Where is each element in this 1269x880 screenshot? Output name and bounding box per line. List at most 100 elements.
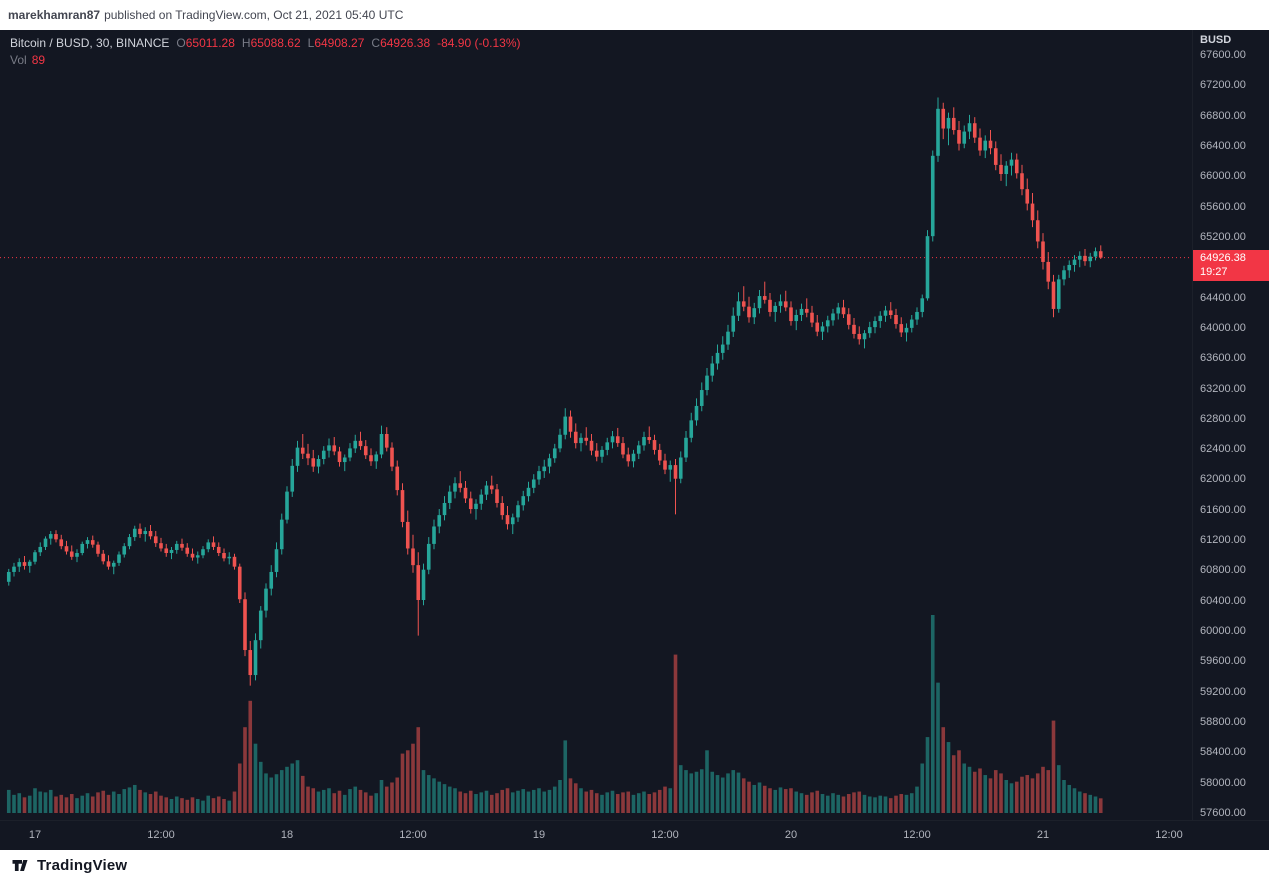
candle-body	[862, 333, 867, 340]
candle-body	[395, 466, 400, 491]
volume-bar	[421, 770, 426, 813]
candle-body	[332, 445, 337, 452]
candle-body	[563, 416, 568, 435]
candle-body	[867, 327, 872, 334]
volume-bar	[1004, 780, 1009, 813]
candle-body	[295, 447, 300, 466]
time-tick-label: 19	[532, 829, 546, 841]
volume-bar	[999, 773, 1003, 813]
volume-bar	[516, 790, 520, 814]
volume-bar	[636, 793, 641, 813]
volume-bar	[678, 765, 683, 813]
volume-bar	[143, 792, 148, 814]
volume-bar	[243, 727, 247, 813]
volume-bar	[479, 792, 484, 814]
candle-body	[925, 236, 930, 299]
candle-body	[153, 536, 158, 544]
candle-body	[122, 546, 127, 555]
volume-bar	[1056, 765, 1061, 813]
snapshot-header: marekhamran87 published on TradingView.c…	[0, 0, 1269, 30]
volume-bar	[983, 775, 988, 813]
candle-body	[33, 552, 37, 562]
volume-bar	[474, 794, 478, 813]
volume-bar	[542, 791, 547, 813]
volume-bar	[831, 793, 835, 813]
volume-bar	[521, 789, 526, 814]
volume-bar	[794, 791, 799, 813]
chart-canvas[interactable]	[0, 30, 1269, 850]
volume-bar	[248, 700, 253, 813]
volume-bar	[778, 787, 783, 813]
candle-body	[390, 447, 394, 467]
candle-body	[379, 434, 384, 455]
volume-bar	[6, 789, 11, 813]
candle-body	[547, 458, 552, 467]
candle-body	[80, 543, 85, 554]
volume-bar	[1072, 788, 1077, 813]
volume-bar	[295, 760, 300, 813]
candle-body	[589, 440, 594, 451]
candle-body	[22, 562, 27, 566]
volume-bar	[369, 795, 373, 813]
candle-body	[54, 534, 58, 540]
open-value: 65011.28	[185, 36, 235, 50]
candle-body	[715, 352, 720, 364]
candle-body	[899, 324, 904, 333]
candle-body	[873, 321, 877, 328]
candle-body	[300, 447, 305, 454]
volume-bar	[22, 797, 27, 813]
price-tick-label: 67600.00	[1200, 49, 1246, 61]
price-tick-label: 58400.00	[1200, 746, 1246, 759]
volume-bar	[820, 794, 825, 813]
time-axis[interactable]: 17 12:00 18 12:00 19 12:00 20 12:00 21 12:00	[0, 820, 1269, 850]
volume-bar	[783, 789, 788, 814]
volume-bar	[96, 792, 100, 814]
candle-body	[831, 313, 835, 321]
price-tick-label: 57600.00	[1200, 807, 1246, 819]
volume-bar	[384, 786, 389, 813]
candle-body	[558, 434, 562, 449]
price-tick-label: 67200.00	[1200, 79, 1246, 92]
symbol-title[interactable]: Bitcoin / BUSD, 30, BINANCE	[10, 36, 170, 50]
candle-body	[96, 544, 100, 554]
candle-body	[841, 307, 846, 315]
volume-bar	[993, 770, 998, 813]
tradingview-wordmark[interactable]: TradingView	[37, 856, 128, 874]
candle-body	[75, 553, 79, 557]
candle-body	[789, 307, 793, 322]
volume-bar	[684, 770, 688, 813]
volume-value: 89	[31, 53, 46, 67]
volume-bar	[1035, 773, 1040, 813]
candle-body	[64, 546, 69, 552]
volume-bar	[720, 777, 725, 813]
price-axis[interactable]: BUSD 64926.38 19:27 57600.00 58000.00 5840…	[1192, 30, 1269, 820]
volume-bar	[904, 794, 909, 813]
volume-bar	[626, 791, 631, 813]
volume-bar	[946, 742, 951, 813]
candle-body	[342, 457, 347, 463]
volume-bar	[1083, 793, 1087, 813]
candle-body	[321, 450, 326, 460]
candle-body	[1041, 241, 1045, 262]
chart-region[interactable]: Bitcoin / BUSD, 30, BINANCE O65011.28 H650…	[0, 30, 1269, 850]
volume-bar	[941, 727, 946, 813]
candle-body	[1067, 264, 1072, 271]
volume-bar	[883, 796, 888, 813]
chart-legend: Bitcoin / BUSD, 30, BINANCE O65011.28 H650…	[10, 35, 521, 68]
volume-bar	[736, 772, 741, 813]
volume-bar	[568, 778, 573, 813]
volume-bar	[274, 774, 279, 813]
volume-bar	[967, 766, 972, 813]
volume-bar	[69, 794, 74, 813]
volume-bar	[227, 800, 232, 814]
volume-bar	[269, 777, 274, 813]
time-tick-label: 12:00	[651, 829, 679, 841]
candle-body	[741, 301, 746, 307]
volume-bar	[332, 793, 337, 813]
volume-bar	[458, 791, 463, 813]
volume-bar	[148, 794, 153, 813]
tradingview-logo-icon[interactable]	[10, 855, 31, 876]
low-value: 64908.27	[314, 36, 365, 50]
candle-body	[1014, 159, 1019, 174]
